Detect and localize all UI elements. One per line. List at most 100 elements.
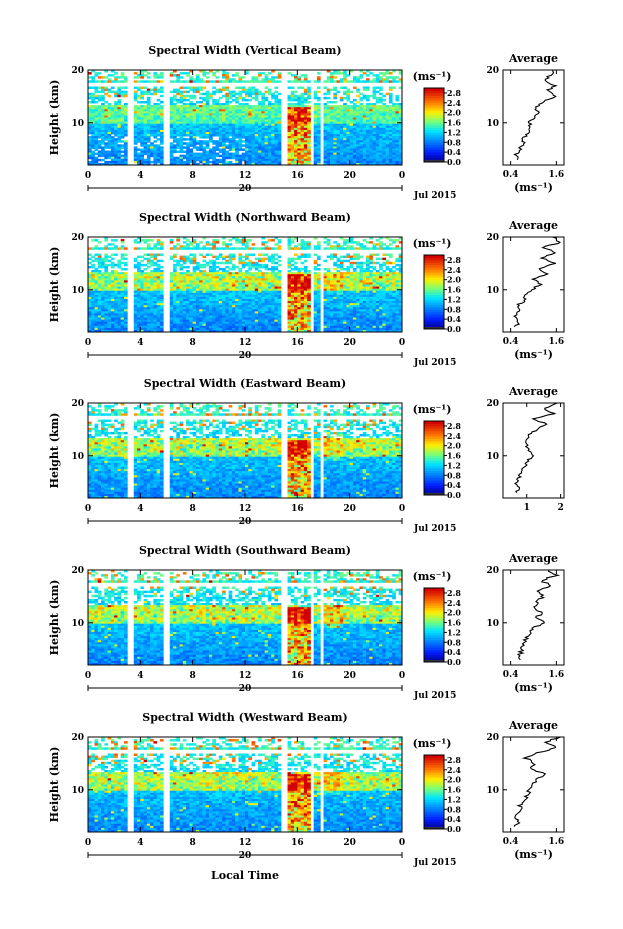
colorbar-segment xyxy=(424,477,444,481)
colorbar-segment xyxy=(424,654,444,658)
average-profile-line xyxy=(513,69,558,160)
average-x-tick-label: 1 xyxy=(524,503,530,513)
colorbar-segment xyxy=(424,125,444,128)
average-x-tick-label: 1.6 xyxy=(549,170,565,180)
average-x-tick-label: 1.6 xyxy=(549,670,565,680)
x-tick-label: 12 xyxy=(239,838,252,848)
colorbar-tick-label: 2.8 xyxy=(447,421,461,431)
y-tick-label: 20 xyxy=(71,733,84,743)
colorbar-tick-label: 0.8 xyxy=(447,637,461,647)
date-label: Jul 2015 xyxy=(413,524,456,534)
x-tick-label: 0 xyxy=(85,671,91,681)
colorbar-segment xyxy=(424,480,444,484)
colorbar-segment xyxy=(424,622,444,626)
colorbar-segment xyxy=(424,272,444,276)
date-label: Jul 2015 xyxy=(413,691,456,701)
colorbar-segment xyxy=(424,97,444,101)
colorbar-segment xyxy=(424,772,444,776)
average-frame xyxy=(502,69,565,166)
colorbar-segment xyxy=(424,657,444,660)
colorbar-segment xyxy=(424,801,444,805)
colorbar-unit: (ms⁻¹) xyxy=(413,403,452,416)
average-title: Average xyxy=(508,719,558,732)
colorbar-segment xyxy=(424,774,444,778)
x-tick-label: 12 xyxy=(239,504,252,514)
colorbar-segment xyxy=(424,129,444,133)
colorbar-segment xyxy=(424,470,444,474)
average-x-tick-label: 1.6 xyxy=(549,337,565,347)
colorbar-segment xyxy=(424,649,444,653)
x-tick-label: 0 xyxy=(399,671,405,681)
colorbar-tick-label: 1.6 xyxy=(447,785,461,795)
colorbar-tick-label: 0.4 xyxy=(447,480,461,490)
x-tick-label: 8 xyxy=(190,171,196,181)
x-tick-label: 4 xyxy=(137,338,143,348)
average-x-tick-label: 1.6 xyxy=(549,837,565,847)
colorbar-segment xyxy=(424,142,444,146)
average-x-tick-label: 2 xyxy=(557,503,563,513)
colorbar-tick-label: 1.2 xyxy=(447,627,461,637)
colorbar-segment xyxy=(424,319,444,322)
colorbar-segment xyxy=(424,90,444,94)
colorbar-tick-label: 2.8 xyxy=(447,588,461,598)
colorbar-segment xyxy=(424,764,444,768)
colorbar-segment xyxy=(424,314,444,318)
panel-0: Spectral Width (Vertical Beam) 10 20 Height… xyxy=(48,44,565,201)
y-axis-label: Height (km) xyxy=(48,247,61,323)
colorbar-segment xyxy=(424,659,444,663)
colorbar-segment xyxy=(424,255,444,258)
x-tick-label: 8 xyxy=(190,671,196,681)
colorbar-tick-label: 2.4 xyxy=(447,265,461,275)
colorbar-segment xyxy=(424,134,444,138)
colorbar-segment xyxy=(424,627,444,631)
colorbar-segment xyxy=(424,102,444,106)
colorbar-segment xyxy=(424,292,444,295)
x-tick-label: 20 xyxy=(343,338,356,348)
colorbar-segment xyxy=(424,595,444,599)
y-tick-label: 10 xyxy=(71,786,84,796)
colorbar-segment xyxy=(424,814,444,818)
y-axis-label: Height (km) xyxy=(48,580,61,656)
colorbar-segment xyxy=(424,279,444,283)
average-frame xyxy=(502,402,565,499)
x-tick-label: 0 xyxy=(399,504,405,514)
colorbar-segment xyxy=(424,428,444,432)
colorbar-segment xyxy=(424,642,444,646)
colorbar-tick-label: 0.0 xyxy=(447,490,461,500)
colorbar-segment xyxy=(424,299,444,303)
colorbar-tick-label: 0.0 xyxy=(447,657,461,667)
panel-2: Spectral Width (Eastward Beam)1020Height… xyxy=(48,377,565,534)
colorbar-segment xyxy=(424,796,444,800)
colorbar-segment xyxy=(424,482,444,486)
x-tick-label: 16 xyxy=(291,504,304,514)
colorbar-tick-label: 2.8 xyxy=(447,255,461,265)
average-profile-line xyxy=(516,569,561,661)
colorbar-segment xyxy=(424,450,444,454)
colorbar-tick-label: 0.8 xyxy=(447,470,461,480)
colorbar-segment xyxy=(424,759,444,763)
colorbar-segment xyxy=(424,282,444,285)
panel-title: Spectral Width (Westward Beam) xyxy=(142,711,347,724)
date-label: Jul 2015 xyxy=(413,858,456,868)
y-tick-label: 10 xyxy=(71,619,84,629)
colorbar-segment xyxy=(424,460,444,464)
x-tick-label: 8 xyxy=(190,838,196,848)
x-tick-label: 20 xyxy=(343,838,356,848)
colorbar-segment xyxy=(424,105,444,109)
colorbar-segment xyxy=(424,445,444,449)
colorbar-tick-label: 2.4 xyxy=(447,431,461,441)
colorbar-segment xyxy=(424,647,444,651)
colorbar-segment xyxy=(424,821,444,825)
day-label: 20 xyxy=(239,351,252,361)
average-y-tick-label: 10 xyxy=(486,119,499,129)
x-tick-label: 16 xyxy=(291,338,304,348)
average-title: Average xyxy=(508,552,558,565)
colorbar-unit: (ms⁻¹) xyxy=(413,70,452,83)
colorbar-segment xyxy=(424,259,444,263)
colorbar-segment xyxy=(424,472,444,476)
colorbar-frame xyxy=(423,754,445,830)
colorbar-segment xyxy=(424,92,444,96)
panel-title: Spectral Width (Northward Beam) xyxy=(139,211,351,224)
colorbar-segment xyxy=(424,127,444,131)
x-tick-label: 12 xyxy=(239,338,252,348)
